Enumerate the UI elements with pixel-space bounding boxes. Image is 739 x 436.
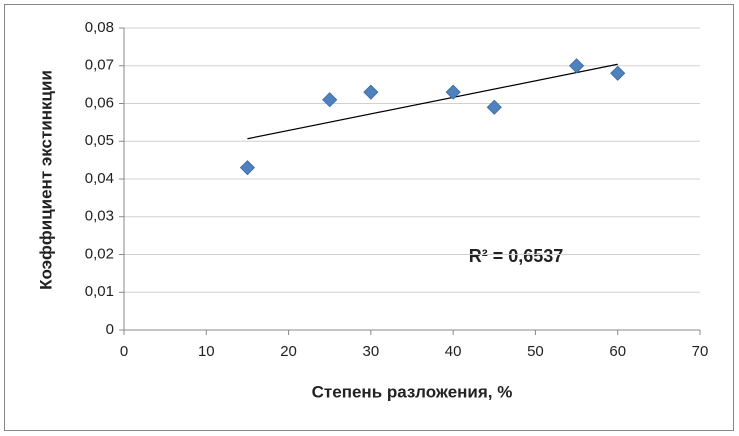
trendline	[247, 63, 618, 140]
annotation: R² = 0,6537	[469, 246, 564, 266]
y-tick-label: 0,05	[85, 132, 114, 149]
marker	[239, 160, 255, 176]
x-tick-label: 10	[198, 343, 215, 360]
x-tick-label: 70	[692, 343, 709, 360]
x-tick-label: 60	[609, 343, 626, 360]
x-tick-label: 30	[363, 343, 380, 360]
y-tick-label: 0,02	[85, 245, 114, 262]
y-tick-label: 0,06	[85, 94, 114, 111]
y-tick-label: 0,01	[85, 283, 114, 300]
x-tick-label: 20	[280, 343, 297, 360]
y-axis-title: Коэффициент экстинкции	[36, 70, 55, 290]
marker	[363, 84, 379, 100]
marker	[486, 99, 502, 115]
y-tick-label: 0,08	[85, 19, 114, 36]
y-tick-label: 0,03	[85, 208, 114, 225]
chart-border	[4, 4, 734, 431]
marker	[445, 84, 461, 100]
x-tick-label: 40	[445, 343, 462, 360]
y-tick-label: 0	[106, 321, 114, 338]
marker	[569, 58, 585, 74]
y-tick-label: 0,04	[85, 170, 114, 187]
x-tick-label: 0	[120, 343, 128, 360]
x-axis-title: Степень разложения, %	[312, 382, 513, 401]
marker	[610, 65, 626, 81]
x-tick-label: 50	[527, 343, 544, 360]
y-tick-label: 0,07	[85, 57, 114, 74]
marker	[322, 92, 338, 108]
